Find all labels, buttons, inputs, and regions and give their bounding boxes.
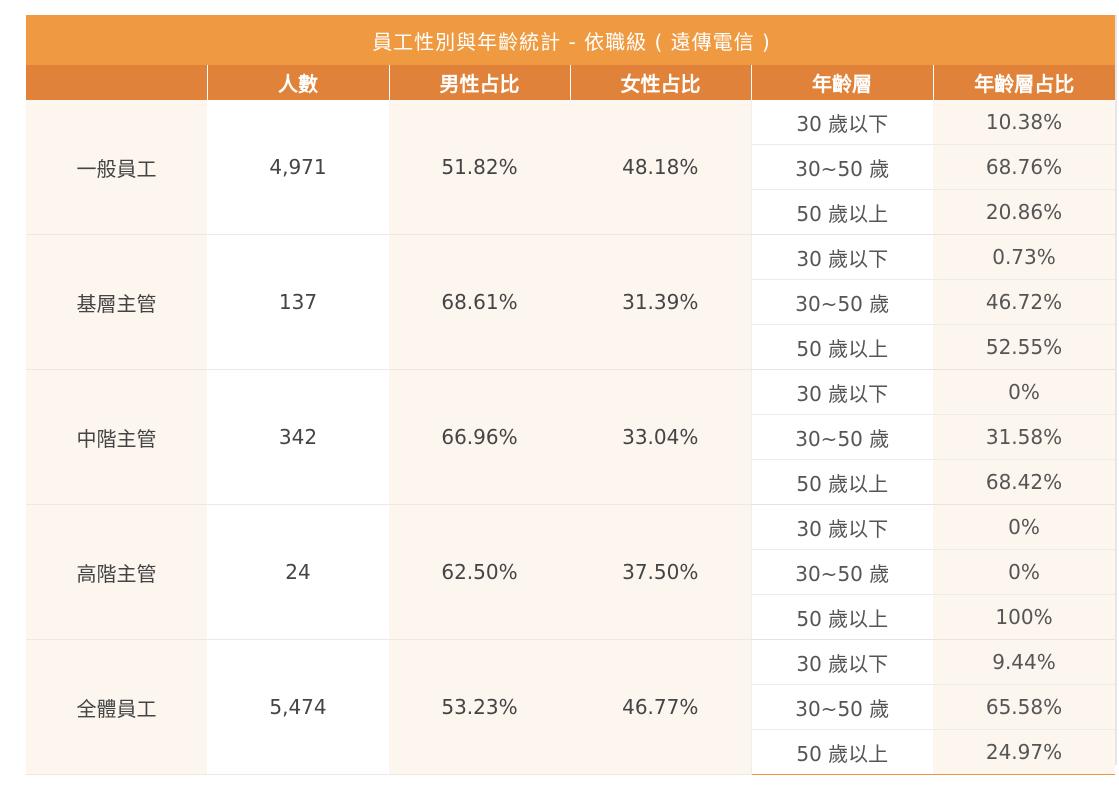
header-age-band: 年齡層 (750, 65, 933, 100)
male-pct-cell: 62.50% (389, 504, 570, 640)
age-band-cell: 30 歲以下 (750, 100, 933, 145)
count-cell: 5,474 (207, 639, 389, 775)
count-cell: 137 (207, 234, 389, 370)
table-row: 30~50 歲 65.58% (26, 684, 1115, 730)
age-pct-cell: 68.42% (933, 459, 1115, 505)
table-row: 50 歲以上 100% (26, 594, 1115, 640)
table-row: 全體員工 5,474 53.23% 46.77% 30 歲以下 9.44% (26, 639, 1115, 775)
age-band-cell: 50 歲以上 (750, 594, 933, 640)
female-pct-cell: 48.18% (570, 100, 751, 235)
header-count: 人數 (206, 65, 389, 100)
table-title: 員工性別與年齡統計 - 依職級 ( 遠傳電信 ) (26, 15, 1117, 65)
table-row: 50 歲以上 68.42% (26, 459, 1115, 505)
header-female: 女性占比 (569, 65, 751, 100)
table-row: 30~50 歲 0% (26, 549, 1115, 595)
age-pct-cell: 100% (933, 594, 1115, 640)
level-cell: 高階主管 (26, 504, 207, 640)
male-pct-cell: 66.96% (389, 369, 570, 505)
level-cell: 一般員工 (26, 100, 207, 235)
age-band-cell: 30~50 歲 (750, 279, 933, 325)
age-pct-cell: 52.55% (933, 324, 1115, 370)
header-male: 男性占比 (388, 65, 570, 100)
table-row: 50 歲以上 52.55% (26, 324, 1115, 370)
right-edge-divider (1115, 15, 1117, 765)
stats-table-container: 員工性別與年齡統計 - 依職級 ( 遠傳電信 ) 人數 男性占比 女性占比 年齡… (26, 15, 1117, 775)
table-row: 50 歲以上 24.97% (26, 729, 1115, 775)
age-band-cell: 50 歲以上 (750, 459, 933, 505)
employee-stats-table: 人數 男性占比 女性占比 年齡層 年齡層占比 一般員工 4,971 51.82% 48… (26, 65, 1115, 775)
age-pct-cell: 9.44% (933, 639, 1115, 685)
age-pct-cell: 0% (933, 549, 1115, 595)
table-row: 30~50 歲 46.72% (26, 279, 1115, 325)
female-pct-cell: 46.77% (570, 639, 751, 775)
table-row: 基層主管 137 68.61% 31.39% 30 歲以下 0.73% (26, 234, 1115, 370)
age-band-cell: 30 歲以下 (750, 504, 933, 550)
age-pct-cell: 46.72% (933, 279, 1115, 325)
age-band-cell: 50 歲以上 (750, 729, 933, 775)
age-band-cell: 30 歲以下 (750, 369, 933, 415)
table-row: 中階主管 342 66.96% 33.04% 30 歲以下 0% (26, 369, 1115, 505)
age-pct-cell: 0% (933, 369, 1115, 415)
age-band-cell: 30~50 歲 (750, 144, 933, 190)
age-pct-cell: 20.86% (933, 189, 1115, 235)
age-pct-cell: 31.58% (933, 414, 1115, 460)
level-cell: 中階主管 (26, 369, 207, 505)
level-cell: 基層主管 (26, 234, 207, 370)
female-pct-cell: 37.50% (570, 504, 751, 640)
header-level (26, 65, 207, 100)
age-pct-cell: 65.58% (933, 684, 1115, 730)
header-age-pct: 年齡層占比 (932, 65, 1115, 100)
count-cell: 4,971 (207, 100, 389, 235)
age-band-cell: 50 歲以上 (750, 189, 933, 235)
age-pct-cell: 24.97% (933, 729, 1115, 775)
age-band-cell: 30 歲以下 (750, 639, 933, 685)
header-row: 人數 男性占比 女性占比 年齡層 年齡層占比 (26, 65, 1115, 100)
table-body: 一般員工 4,971 51.82% 48.18% 30 歲以下 10.38% 30~50 歲… (26, 100, 1115, 775)
table-row: 50 歲以上 20.86% (26, 189, 1115, 235)
age-band-cell: 30~50 歲 (750, 414, 933, 460)
table-row: 高階主管 24 62.50% 37.50% 30 歲以下 0% (26, 504, 1115, 640)
age-band-cell: 30~50 歲 (750, 549, 933, 595)
age-pct-cell: 68.76% (933, 144, 1115, 190)
female-pct-cell: 33.04% (570, 369, 751, 505)
female-pct-cell: 31.39% (570, 234, 751, 370)
male-pct-cell: 51.82% (389, 100, 570, 235)
table-row: 30~50 歲 31.58% (26, 414, 1115, 460)
level-cell: 全體員工 (26, 639, 207, 775)
table-row: 一般員工 4,971 51.82% 48.18% 30 歲以下 10.38% (26, 100, 1115, 235)
age-band-cell: 50 歲以上 (750, 324, 933, 370)
age-band-cell: 30~50 歲 (750, 684, 933, 730)
age-band-cell: 30 歲以下 (750, 234, 933, 280)
male-pct-cell: 53.23% (389, 639, 570, 775)
age-pct-cell: 0.73% (933, 234, 1115, 280)
table-row: 30~50 歲 68.76% (26, 144, 1115, 190)
age-pct-cell: 0% (933, 504, 1115, 550)
male-pct-cell: 68.61% (389, 234, 570, 370)
count-cell: 24 (207, 504, 389, 640)
age-pct-cell: 10.38% (933, 100, 1115, 145)
count-cell: 342 (207, 369, 389, 505)
